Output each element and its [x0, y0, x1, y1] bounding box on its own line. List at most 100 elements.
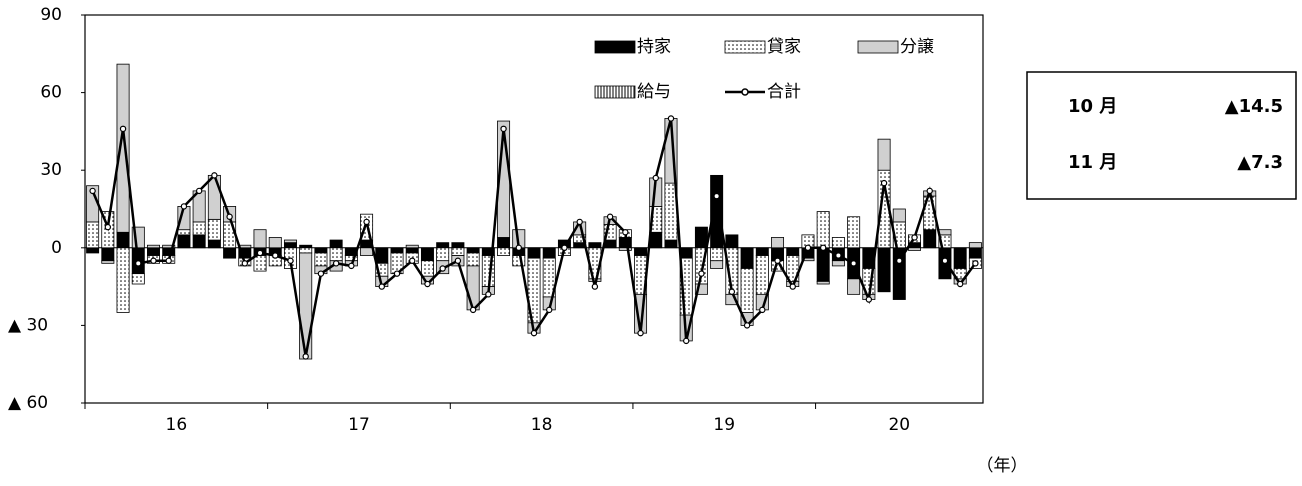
- total-marker: [637, 329, 644, 337]
- bar-segment: [299, 252, 313, 360]
- bar-segment: [329, 239, 343, 249]
- total-marker: [743, 322, 751, 329]
- bar-segment: [451, 247, 465, 256]
- x-unit-label: （年）: [977, 456, 1028, 476]
- total-marker: [165, 257, 172, 264]
- total-marker: [591, 283, 599, 290]
- legend-swatch: [857, 40, 899, 54]
- bar-segment: [207, 174, 221, 220]
- total-marker: [850, 260, 857, 267]
- total-marker: [317, 270, 325, 277]
- plot-frame: [84, 14, 984, 404]
- bar-segment: [542, 247, 556, 259]
- bar-segment: [268, 237, 282, 249]
- summary-month: 10 月: [1068, 96, 1117, 117]
- total-marker: [698, 270, 705, 277]
- bar-segment: [147, 247, 160, 256]
- y-tick-label: 90: [40, 5, 62, 25]
- bar-segment: [177, 234, 191, 249]
- total-marker: [911, 234, 918, 241]
- bar-segment: [847, 216, 861, 249]
- bar-segment: [497, 237, 511, 249]
- summary-value: ▲14.5: [1225, 96, 1283, 117]
- bar-segment: [147, 244, 160, 249]
- total-marker: [150, 257, 157, 264]
- bar-segment: [968, 242, 982, 249]
- bar-segment: [816, 281, 830, 285]
- bar-segment: [177, 229, 191, 236]
- bar-segment: [801, 257, 815, 262]
- total-marker: [941, 257, 949, 264]
- bar-segment: [786, 247, 800, 256]
- bar-segment: [877, 138, 891, 171]
- bar-segment: [664, 239, 678, 249]
- bar-segment: [892, 208, 906, 223]
- bar-segment: [420, 247, 434, 262]
- total-marker: [485, 291, 492, 298]
- x-tick-label: 17: [348, 415, 370, 435]
- bar-segment: [162, 244, 176, 249]
- bar-segment: [710, 247, 724, 262]
- total-marker: [774, 257, 781, 264]
- legend-swatch: [594, 85, 636, 99]
- bar-segment: [283, 239, 297, 244]
- total-marker: [226, 213, 233, 220]
- total-marker: [804, 244, 812, 251]
- total-marker: [393, 270, 401, 277]
- total-marker: [104, 223, 112, 231]
- bar-segment: [192, 221, 206, 236]
- bar-segment: [375, 247, 389, 264]
- bar-segment: [131, 273, 145, 285]
- bar-segment: [436, 242, 450, 249]
- total-marker: [926, 187, 933, 195]
- total-marker: [302, 353, 309, 360]
- total-marker: [835, 252, 842, 259]
- bar-segment: [314, 247, 328, 254]
- bar-segment: [116, 247, 130, 313]
- legend-swatch: [594, 40, 636, 54]
- bar-segment: [86, 247, 100, 254]
- bar-segment: [420, 260, 434, 277]
- bar-segment: [207, 239, 221, 249]
- total-marker: [622, 229, 629, 236]
- x-tick-label: 20: [888, 415, 910, 435]
- total-marker: [469, 306, 477, 314]
- total-marker: [576, 218, 583, 226]
- legend-label: 持家: [637, 37, 671, 57]
- bar-segment: [116, 63, 130, 233]
- bar-segment: [192, 234, 206, 249]
- total-marker: [89, 187, 96, 195]
- bar-segment: [816, 247, 830, 282]
- bar-segment: [207, 218, 221, 241]
- bar-segment: [436, 247, 450, 262]
- bar-segment: [223, 247, 237, 259]
- bar-segment: [618, 247, 632, 251]
- total-marker: [256, 249, 264, 257]
- bar-segment: [329, 247, 343, 262]
- legend-marker: [741, 88, 749, 96]
- summary-box: [1026, 71, 1297, 200]
- bar-segment: [283, 242, 297, 249]
- bar-segment: [253, 255, 267, 272]
- total-marker: [530, 329, 538, 337]
- x-tick-label: 16: [166, 415, 188, 435]
- bar-segment: [694, 226, 708, 249]
- total-marker: [819, 244, 827, 251]
- bar-segment: [740, 247, 754, 269]
- total-marker: [880, 179, 888, 187]
- bar-segment: [694, 283, 708, 295]
- summary-value: ▲7.3: [1237, 152, 1283, 173]
- y-tick-label: ▲ 30: [8, 315, 48, 335]
- total-marker: [287, 257, 294, 264]
- bar-segment: [466, 247, 480, 254]
- total-marker: [956, 280, 964, 288]
- total-marker: [972, 260, 979, 267]
- bar-segment: [923, 229, 937, 249]
- y-tick-label: 0: [51, 238, 62, 258]
- total-marker: [683, 337, 690, 345]
- total-marker: [667, 115, 675, 122]
- total-marker: [606, 213, 614, 220]
- bar-segment: [390, 247, 404, 254]
- total-marker: [272, 252, 279, 259]
